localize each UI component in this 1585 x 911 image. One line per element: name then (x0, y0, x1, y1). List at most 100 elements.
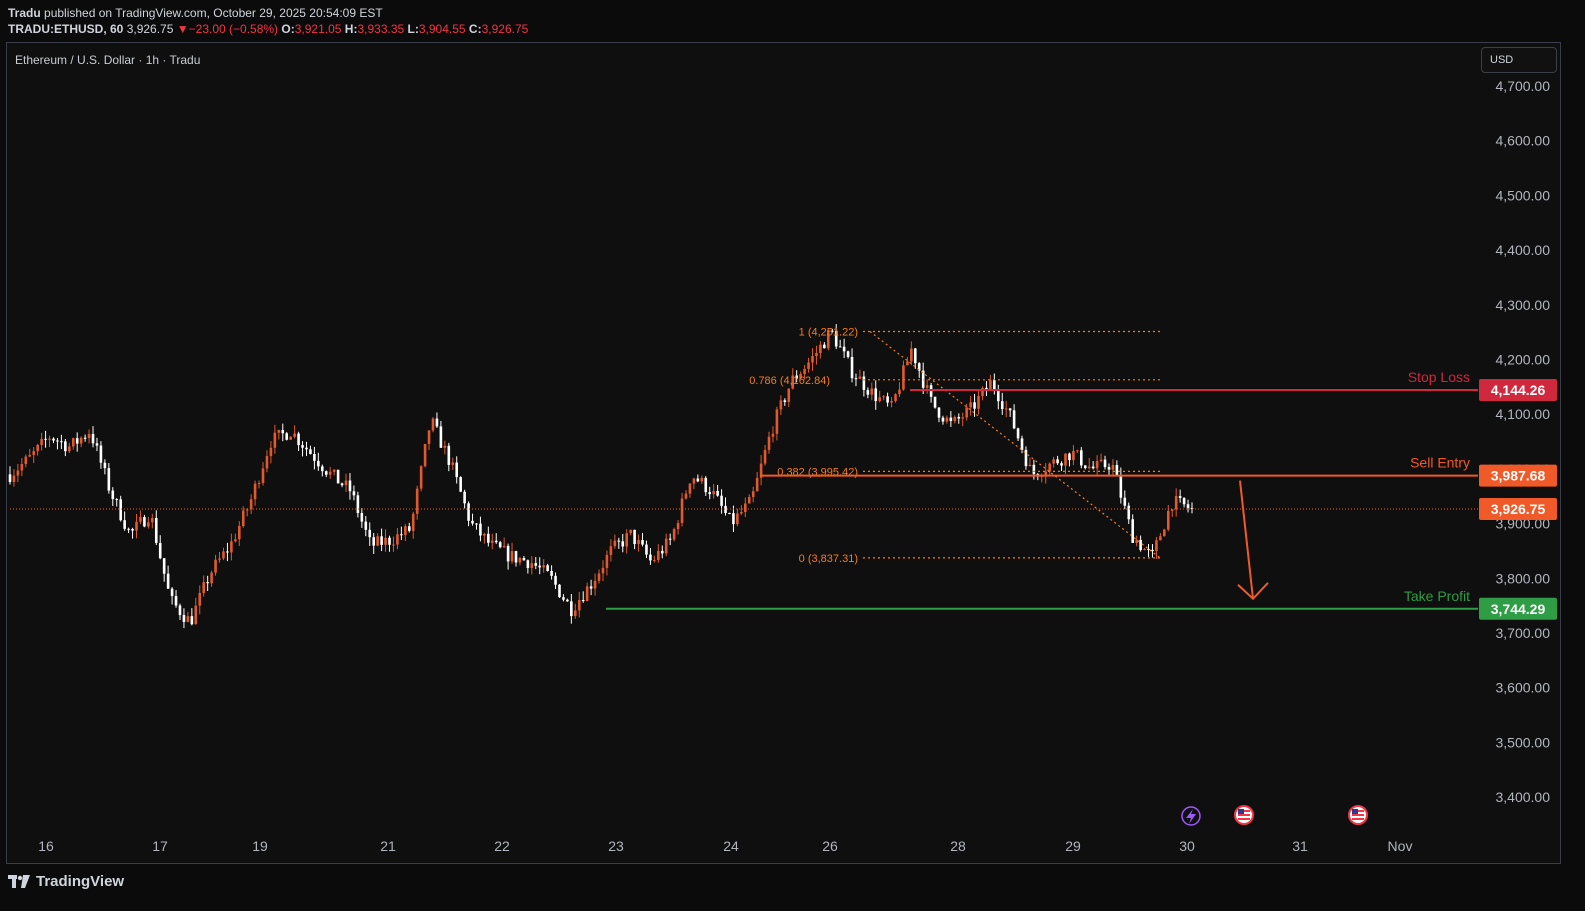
candle-body (625, 533, 628, 547)
candle-body (1178, 496, 1182, 498)
candle-body (589, 586, 593, 589)
candle-body (1182, 497, 1186, 505)
candle-body (494, 540, 498, 543)
candle-body (783, 400, 787, 402)
candle-body (87, 434, 91, 439)
candle (471, 513, 474, 526)
candle-body (815, 352, 818, 357)
candle-body (166, 573, 170, 589)
candle (64, 438, 67, 457)
projection-arrow-line (1239, 480, 1254, 599)
candle-body (336, 469, 340, 484)
candle-body (368, 529, 372, 538)
sell-entry-price-tag (1479, 464, 1557, 487)
candle (574, 603, 577, 619)
candle (890, 397, 893, 408)
candle (24, 454, 28, 468)
candle (755, 471, 759, 492)
candle-body (67, 446, 71, 452)
candle (253, 480, 257, 506)
candle-body (1004, 408, 1008, 410)
candle (257, 480, 261, 489)
candle (344, 473, 348, 492)
candle-body (194, 605, 198, 625)
candle-body (554, 575, 557, 585)
candle-body (269, 447, 273, 457)
candle (194, 597, 198, 625)
candle-body (1174, 496, 1178, 510)
candle-body (838, 346, 842, 348)
candle (787, 388, 791, 407)
x-tick-label: Nov (1388, 838, 1413, 854)
candle (396, 528, 399, 550)
candle-body (787, 388, 791, 402)
candle (277, 429, 281, 440)
candle (933, 396, 937, 409)
candle (364, 516, 368, 537)
candle-body (289, 436, 292, 440)
candle (1095, 455, 1099, 475)
candle-body (1048, 463, 1051, 472)
candle (265, 450, 269, 473)
candle (570, 594, 573, 624)
candle (494, 533, 498, 544)
last-price: 3,926.75 (126, 22, 174, 36)
candle-body (823, 344, 826, 349)
candle-body (64, 441, 67, 452)
tradingview-brand[interactable]: TradingView (8, 873, 124, 890)
candle-body (633, 529, 636, 545)
candle (1182, 497, 1186, 508)
candle (16, 463, 20, 483)
candle-body (115, 499, 119, 501)
candle-body (1072, 451, 1075, 461)
candle-body (534, 563, 538, 566)
stop-loss-price-tag (1479, 378, 1557, 401)
candle (190, 608, 194, 626)
candle (550, 565, 553, 580)
y-tick-label: 3,500.00 (1496, 734, 1551, 750)
candle-body (463, 491, 466, 504)
candle (838, 339, 842, 348)
x-tick-label: 23 (608, 838, 624, 854)
candle-body (834, 330, 838, 347)
candle-body (898, 389, 901, 395)
candle (1028, 457, 1032, 467)
candle (668, 533, 672, 546)
candle-body (483, 533, 486, 536)
currency-button[interactable]: USD (1481, 47, 1557, 73)
x-tick-label: 28 (950, 838, 966, 854)
candle-body (577, 599, 581, 611)
candle-body (439, 426, 443, 448)
candle (803, 365, 806, 380)
candle-body (759, 463, 763, 478)
candle (542, 559, 545, 573)
candle-body (44, 438, 47, 440)
candle (858, 369, 862, 379)
candle-body (388, 537, 391, 545)
candle (8, 466, 12, 485)
chart-frame[interactable] (6, 42, 1561, 864)
y-tick-label: 3,800.00 (1496, 570, 1551, 586)
candle-body (574, 610, 577, 617)
take-profit-label: Take Profit (1404, 588, 1470, 604)
candle-body (913, 348, 917, 364)
candle (427, 430, 431, 451)
candle (340, 482, 344, 488)
candle (617, 537, 621, 549)
candle (589, 579, 593, 596)
candle-body (123, 520, 126, 529)
candle-body (419, 466, 423, 489)
candle (360, 508, 364, 528)
candle (1020, 435, 1024, 454)
candle-body (965, 407, 968, 418)
candle (854, 373, 858, 387)
candle-body (376, 536, 379, 546)
candle-body (170, 588, 174, 597)
candle-body (190, 616, 194, 625)
candle-body (767, 436, 771, 450)
candle-body (1080, 450, 1083, 466)
open-label: O: (281, 22, 295, 36)
candle (443, 440, 447, 455)
candle-body (775, 409, 779, 434)
